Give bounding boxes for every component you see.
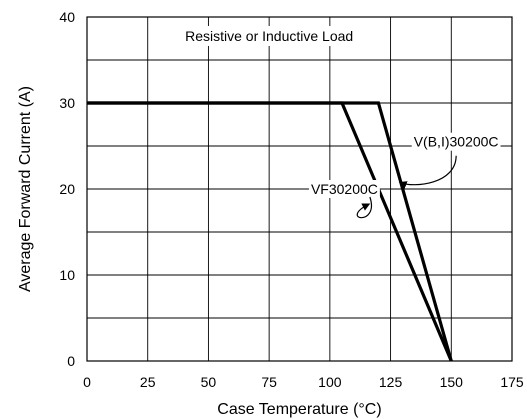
series-labels: V(B,I)30200C VF30200C xyxy=(308,132,501,219)
series-label: VF30200C xyxy=(311,181,378,197)
x-tick-label: 0 xyxy=(83,374,91,390)
y-tick-label: 0 xyxy=(67,353,75,369)
x-tick-label: 75 xyxy=(261,374,277,390)
x-tick-label: 100 xyxy=(318,374,342,390)
x-tick-label: 25 xyxy=(140,374,156,390)
series-line xyxy=(87,101,453,362)
series-label-bg xyxy=(308,180,380,198)
x-tick-label: 175 xyxy=(500,374,524,390)
series-label: V(B,I)30200C xyxy=(414,134,499,150)
x-tick-label: 50 xyxy=(201,374,217,390)
series-label-bg xyxy=(411,132,501,151)
y-axis-label: Average Forward Current (A) xyxy=(17,86,34,292)
y-tick-label: 30 xyxy=(59,95,75,111)
y-tick-label: 20 xyxy=(59,181,75,197)
x-tick-label: 150 xyxy=(440,374,464,390)
annotation-bg xyxy=(181,26,358,46)
series-label-arrow xyxy=(398,155,457,189)
load-annotation: Resistive or Inductive Load xyxy=(185,28,353,44)
y-tick-label: 10 xyxy=(59,267,75,283)
plot-frame xyxy=(86,16,513,362)
tick-labels: 0 25 50 75 100 125 150 175 0 10 20 30 40 xyxy=(59,9,523,390)
y-tick-label: 40 xyxy=(59,9,75,25)
grid xyxy=(87,17,512,361)
series-lines xyxy=(87,101,453,362)
x-axis-label: Case Temperature (°C) xyxy=(217,401,381,418)
series-label-arrow xyxy=(356,196,373,219)
x-tick-label: 125 xyxy=(379,374,403,390)
